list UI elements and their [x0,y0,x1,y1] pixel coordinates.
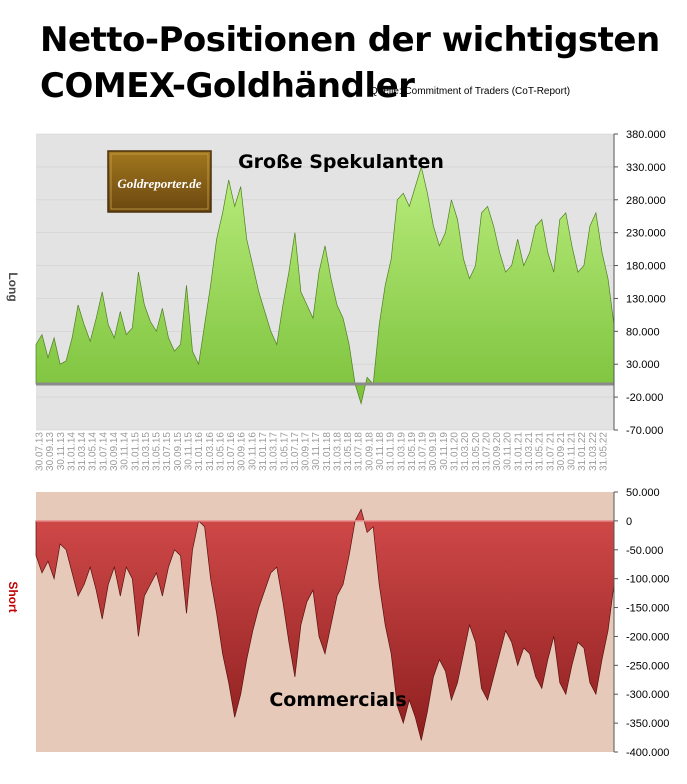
x-tick-label: 31.01.14 [66,432,77,471]
long-y-tick-label: 380.000 [626,129,666,141]
x-tick-label: 31.03.20 [460,432,471,471]
x-tick-label: 31.03.15 [141,432,152,471]
long-area-series [35,165,615,406]
short-y-tick-label: -100.000 [626,574,669,586]
long-y-tick-label: 130.000 [626,293,666,305]
x-tick-label: 31.01.18 [322,432,333,471]
x-tick-label: 31.01.15 [130,432,141,471]
logo-text: Goldreporter.de [117,176,201,191]
x-tick-label: 30.11.16 [247,432,258,471]
x-tick-label: 31.07.16 [226,432,237,471]
x-tick-label: 31.03.16 [205,432,216,471]
x-tick-label: 31.07.20 [481,432,492,471]
x-tick-label: 31.07.15 [162,432,173,471]
x-tick-label: 30.11.13 [56,432,67,471]
x-tick-label: 31.05.19 [407,432,418,471]
x-tick-label: 30.09.14 [109,432,120,471]
short-y-tick-label: -200.000 [626,631,669,643]
long-panel-label: Große Spekulanten [238,151,444,173]
x-tick-label: 30.09.16 [237,432,248,471]
x-tick-label: 30.09.13 [45,432,56,471]
x-tick-label: 31.03.17 [269,432,280,471]
x-tick-label: 30.11.15 [184,432,195,471]
short-y-tick-label: -400.000 [626,747,669,759]
long-y-tick-label: -20.000 [626,392,663,404]
x-tick-label: 31.07.18 [354,432,365,471]
short-area-series [35,508,615,741]
x-tick-label: 30.11.18 [375,432,386,471]
x-tick-label: 31.01.20 [450,432,461,471]
x-tick-label: 31.03.14 [77,432,88,471]
long-y-tick-label: 230.000 [626,228,666,240]
short-y-tick-label: -350.000 [626,718,669,730]
x-tick-label: 31.05.17 [279,432,290,471]
short-y-tick-label: -150.000 [626,603,669,615]
x-tick-label: 31.03.19 [396,432,407,471]
x-tick-label: 31.05.15 [152,432,163,471]
x-tick-label: 30.09.18 [364,432,375,471]
x-tick-label: 30.11.19 [439,432,450,471]
x-tick-label: 30.09.15 [173,432,184,471]
goldreporter-logo: Goldreporter.de [107,150,212,213]
x-tick-label: 30.11.20 [503,432,514,471]
long-y-tick-label: 280.000 [626,195,666,207]
long-y-tick-label: 180.000 [626,261,666,273]
short-y-tick-label: 50.000 [626,487,660,499]
x-tick-label: 31.01.22 [577,432,588,471]
short-y-tick-label: 0 [626,516,632,528]
long-axis-label: Long [6,272,20,301]
source-note: Quelle: Commitment of Traders (CoT-Repor… [370,86,571,97]
x-tick-label: 31.03.22 [588,432,599,471]
x-tick-label: 31.05.22 [599,432,610,471]
short-y-tick-label: -250.000 [626,660,669,672]
x-tick-label: 30.09.20 [492,432,503,471]
x-tick-label: 31.01.17 [258,432,269,471]
x-tick-label: 31.01.21 [513,432,524,471]
x-tick-label: 31.05.14 [88,432,99,471]
x-tick-label: 30.11.14 [120,432,131,471]
chart-title-line1: Netto-Positionen der wichtigsten [40,20,660,60]
x-tick-label: 30.09.21 [556,432,567,471]
x-tick-label: 30.11.21 [567,432,578,471]
x-tick-label: 31.07.19 [418,432,429,471]
x-tick-label: 30.07.13 [35,432,46,471]
x-tick-label: 30.11.17 [311,432,322,471]
short-y-tick-label: -50.000 [626,545,663,557]
long-y-tick-label: 80.000 [626,326,660,338]
x-tick-label: 31.03.18 [333,432,344,471]
x-tick-label: 30.09.17 [301,432,312,471]
short-y-tick-label: -300.000 [626,689,669,701]
long-y-tick-label: 30.000 [626,359,660,371]
x-tick-label: 30.09.19 [428,432,439,471]
long-y-tick-label: -70.000 [626,425,663,437]
x-tick-label: 31.03.21 [524,432,535,471]
short-panel-label: Commercials [269,689,406,711]
x-tick-label: 31.01.16 [194,432,205,471]
x-tick-label: 31.01.19 [386,432,397,471]
x-tick-label: 31.05.16 [215,432,226,471]
x-tick-label: 31.07.14 [98,432,109,471]
x-tick-label: 31.05.21 [535,432,546,471]
long-y-tick-label: 330.000 [626,162,666,174]
chart-title-line2: COMEX-Goldhändler [40,66,415,106]
x-tick-label: 31.07.21 [545,432,556,471]
x-tick-label: 31.05.18 [343,432,354,471]
short-axis-label: Short [6,581,20,612]
x-tick-label: 31.07.17 [290,432,301,471]
x-tick-label: 31.05.20 [471,432,482,471]
